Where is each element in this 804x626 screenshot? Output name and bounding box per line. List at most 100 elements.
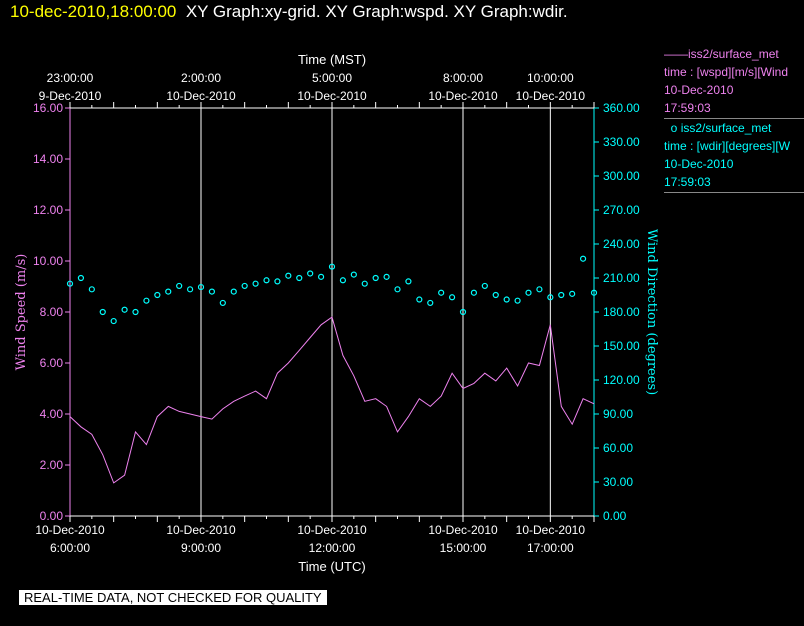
wdir-point bbox=[394, 286, 401, 293]
legend-wdir-source: iss2/surface_met bbox=[680, 121, 772, 135]
title-timestamp: 10-dec-2010,18:00:00 bbox=[10, 2, 177, 21]
bottom-tick-label-date: 10-Dec-2010 bbox=[35, 523, 105, 537]
legend-wdir-variable: time : [wdir][degrees][W bbox=[664, 139, 791, 153]
legend-wspd-source: iss2/surface_met bbox=[688, 47, 779, 61]
bottom-tick-label-time: 12:00:00 bbox=[309, 541, 356, 555]
right-tick-label: 120.00 bbox=[603, 373, 640, 387]
right-tick-label: 30.00 bbox=[603, 475, 633, 489]
wdir-point bbox=[503, 296, 510, 303]
page-title: 10-dec-2010,18:00:00 XY Graph:xy-grid. X… bbox=[10, 2, 568, 22]
wdir-point bbox=[230, 288, 237, 295]
wdir-point bbox=[77, 274, 85, 282]
left-tick-label: 8.00 bbox=[40, 305, 64, 319]
wdir-point bbox=[66, 280, 74, 287]
wdir-point bbox=[416, 296, 423, 303]
top-tick-label-date: 9-Dec-2010 bbox=[39, 89, 102, 103]
wdir-point bbox=[525, 289, 532, 296]
legend-divider bbox=[664, 118, 804, 119]
legend-circle-symbol: o bbox=[664, 121, 681, 135]
legend-divider bbox=[664, 192, 804, 193]
wdir-point bbox=[514, 297, 521, 304]
right-tick-label: 270.00 bbox=[603, 203, 640, 217]
y-axis-title-left: Wind Speed (m/s) bbox=[14, 254, 29, 371]
legend-wspd-time: 17:59:03 bbox=[664, 101, 711, 115]
wdir-point bbox=[372, 274, 379, 282]
title-graph-list: XY Graph:xy-grid. XY Graph:wspd. XY Grap… bbox=[185, 2, 568, 21]
top-tick-label-time: 2:00:00 bbox=[181, 71, 221, 85]
wdir-point bbox=[339, 277, 347, 284]
right-tick-label: 90.00 bbox=[603, 407, 633, 421]
legend-wspd-variable: time : [wspd][m/s][Wind bbox=[664, 65, 789, 79]
wdir-point bbox=[361, 280, 368, 287]
wdir-point bbox=[88, 286, 95, 293]
wdir-point bbox=[99, 308, 106, 316]
y-axis-title-right: Wind Direction (degrees) bbox=[644, 229, 659, 395]
quality-warning: REAL-TIME DATA, NOT CHECKED FOR QUALITY bbox=[19, 590, 327, 605]
wdir-point bbox=[241, 282, 248, 290]
legend-wdir-date: 10-Dec-2010 bbox=[664, 157, 734, 171]
top-tick-label-time: 8:00:00 bbox=[443, 71, 483, 85]
wdir-point bbox=[263, 277, 270, 284]
wdir-point bbox=[296, 274, 303, 282]
top-tick-label-date: 10-Dec-2010 bbox=[428, 89, 498, 103]
top-tick-label-date: 10-Dec-2010 bbox=[166, 89, 236, 103]
right-tick-label: 180.00 bbox=[603, 305, 640, 319]
wdir-point bbox=[350, 271, 357, 278]
wdir-point bbox=[208, 288, 216, 295]
wdir-point bbox=[165, 288, 172, 295]
right-tick-label: 210.00 bbox=[603, 271, 640, 285]
wdir-point bbox=[547, 294, 554, 301]
wdir-point bbox=[186, 286, 194, 293]
wdir-point bbox=[252, 280, 259, 287]
wdir-point bbox=[154, 291, 161, 299]
wdir-point bbox=[328, 263, 336, 270]
right-tick-label: 240.00 bbox=[603, 237, 640, 251]
right-tick-label: 300.00 bbox=[603, 169, 640, 183]
left-tick-label: 16.00 bbox=[33, 101, 63, 115]
wdir-point bbox=[405, 278, 412, 285]
bottom-tick-label-date: 10-Dec-2010 bbox=[166, 523, 236, 537]
wdir-point bbox=[470, 289, 478, 296]
left-tick-label: 12.00 bbox=[33, 203, 63, 217]
wdir-point bbox=[590, 289, 598, 296]
right-tick-label: 330.00 bbox=[603, 135, 640, 149]
wdir-point bbox=[459, 308, 467, 316]
wdir-point bbox=[317, 273, 325, 280]
wdir-point bbox=[197, 283, 205, 291]
wdir-point bbox=[448, 294, 456, 301]
bottom-tick-label-time: 15:00:00 bbox=[440, 541, 487, 555]
left-tick-label: 6.00 bbox=[40, 356, 64, 370]
wdir-point bbox=[219, 299, 226, 307]
wdir-point bbox=[383, 273, 390, 280]
wdir-point bbox=[110, 317, 117, 325]
legend-line-symbol: —— bbox=[664, 47, 688, 61]
x-axis-title-bottom: Time (UTC) bbox=[298, 559, 365, 574]
left-tick-label: 0.00 bbox=[40, 509, 64, 523]
legend-entry-wspd: ——iss2/surface_met time : [wspd][m/s][Wi… bbox=[664, 45, 804, 117]
wdir-point bbox=[121, 306, 128, 313]
bottom-tick-label-date: 10-Dec-2010 bbox=[516, 523, 586, 537]
left-tick-label: 4.00 bbox=[40, 407, 64, 421]
top-tick-label-date: 10-Dec-2010 bbox=[297, 89, 367, 103]
right-tick-label: 360.00 bbox=[603, 101, 640, 115]
x-axis-title-top: Time (MST) bbox=[298, 52, 366, 67]
top-tick-label-date: 10-Dec-2010 bbox=[516, 89, 586, 103]
legend-wspd-date: 10-Dec-2010 bbox=[664, 83, 734, 97]
wdir-point bbox=[481, 282, 488, 290]
wdir-point bbox=[558, 291, 565, 299]
wdir-point bbox=[143, 297, 150, 304]
left-tick-label: 14.00 bbox=[33, 152, 63, 166]
left-tick-label: 2.00 bbox=[40, 458, 64, 472]
wdir-point bbox=[492, 291, 499, 299]
wdir-point bbox=[307, 270, 314, 277]
wdir-point bbox=[427, 299, 434, 307]
bottom-tick-label-time: 17:00:00 bbox=[527, 541, 574, 555]
bottom-tick-label-time: 6:00:00 bbox=[50, 541, 90, 555]
right-tick-label: 0.00 bbox=[603, 509, 627, 523]
wdir-point bbox=[132, 308, 139, 316]
right-tick-label: 60.00 bbox=[603, 441, 633, 455]
left-tick-label: 10.00 bbox=[33, 254, 63, 268]
top-tick-label-time: 23:00:00 bbox=[47, 71, 94, 85]
legend-wdir-time: 17:59:03 bbox=[664, 175, 711, 189]
